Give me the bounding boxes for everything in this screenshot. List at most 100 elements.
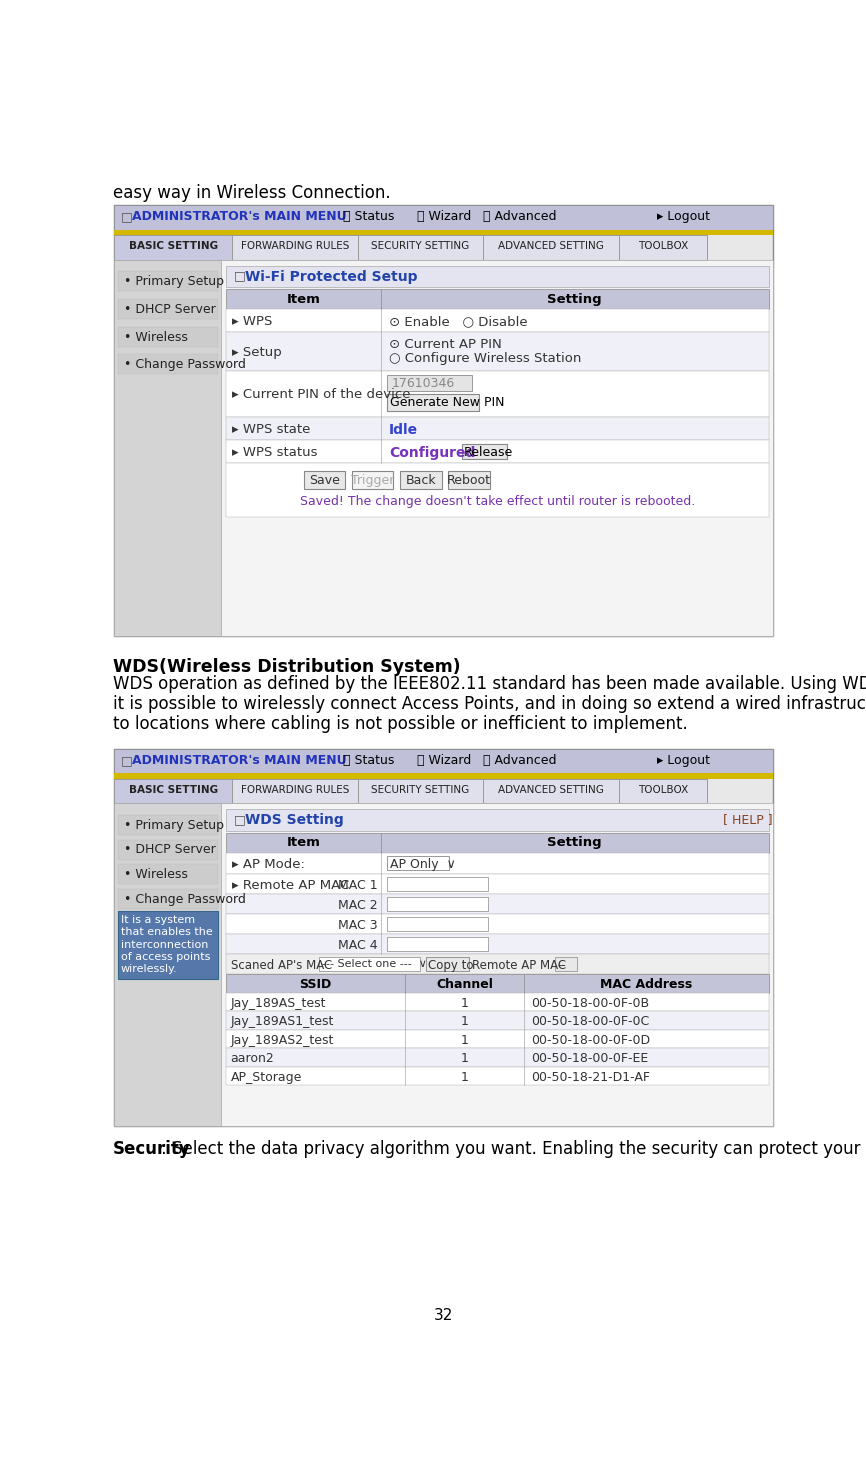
Text: MAC 2: MAC 2 [339,899,378,911]
Bar [114,779,232,803]
Text: 00-50-18-00-0F-0B: 00-50-18-00-0F-0B [531,997,649,1009]
Text: ▸ Current PIN of the device: ▸ Current PIN of the device [232,387,410,401]
Bar [387,917,488,930]
Text: Jay_189AS2_test: Jay_189AS2_test [230,1033,334,1046]
Bar [118,889,218,908]
Bar [226,1067,768,1085]
Bar [114,748,773,1126]
Text: ○ Configure Wireless Station: ○ Configure Wireless Station [389,352,581,365]
Text: 00-50-18-00-0F-EE: 00-50-18-00-0F-EE [531,1052,648,1066]
Text: FORWARDING RULES: FORWARDING RULES [241,785,349,795]
Text: : Select the data privacy algorithm you want. Enabling the security can protect : : Select the data privacy algorithm you … [161,1140,861,1158]
Bar [118,298,218,319]
Bar [483,779,619,803]
Text: Reboot: Reboot [447,473,491,487]
Text: Scaned AP's MAC: Scaned AP's MAC [230,959,332,972]
Bar [226,809,768,831]
Text: BASIC SETTING: BASIC SETTING [129,242,218,251]
Text: • Wireless: • Wireless [124,331,188,343]
Bar [448,470,489,490]
Text: TOOLBOX: TOOLBOX [638,242,688,251]
Text: Security: Security [113,1140,191,1158]
Bar [232,234,358,260]
Text: Saved! The change doesn't take effect until router is rebooted.: Saved! The change doesn't take effect un… [300,496,695,509]
Text: ▸ Remote AP MAC: ▸ Remote AP MAC [232,879,350,892]
Bar [555,957,577,971]
Text: Item: Item [287,292,320,306]
Text: Jay_189AS_test: Jay_189AS_test [230,997,326,1009]
Text: 🏠 Status: 🏠 Status [343,211,394,224]
Text: 00-50-18-00-0F-0D: 00-50-18-00-0F-0D [531,1033,650,1046]
Text: 🔑 Advanced: 🔑 Advanced [482,211,556,224]
Text: • DHCP Server: • DHCP Server [124,303,216,316]
Bar [387,898,488,911]
Text: Channel: Channel [436,978,494,991]
Text: 17610346: 17610346 [392,377,456,390]
Text: MAC 4: MAC 4 [339,939,378,951]
Bar [118,840,218,859]
Bar [358,234,483,260]
Text: Idle: Idle [389,423,418,436]
Text: 00-50-18-00-0F-0C: 00-50-18-00-0F-0C [531,1015,649,1028]
Bar [358,779,483,803]
Bar [226,833,768,853]
Bar [387,393,479,411]
Text: 🏠 Status: 🏠 Status [343,754,394,767]
Text: SSID: SSID [299,978,332,991]
Text: aaron2: aaron2 [230,1052,275,1066]
Bar [114,260,222,637]
Bar [483,234,619,260]
Bar [118,355,218,374]
Text: 1: 1 [461,1033,469,1046]
Bar [114,205,773,230]
Text: FORWARDING RULES: FORWARDING RULES [241,242,349,251]
Bar [387,938,488,951]
Text: ▸ WPS state: ▸ WPS state [232,423,311,436]
Bar [114,205,773,637]
Bar [226,853,768,874]
Bar [232,779,358,803]
Bar [222,803,773,1126]
Text: ADVANCED SETTING: ADVANCED SETTING [498,242,604,251]
Bar [118,815,218,835]
Bar [114,773,773,779]
Text: Generate New PIN: Generate New PIN [391,396,505,410]
Text: • Wireless: • Wireless [124,868,188,881]
Text: □: □ [234,813,246,827]
Bar [114,230,773,234]
Bar [226,417,768,439]
Text: that enables the: that enables the [120,928,212,938]
Bar [226,874,768,895]
Text: □: □ [120,211,132,224]
Bar [619,779,708,803]
Text: [ HELP ]: [ HELP ] [723,813,772,827]
Text: of access points: of access points [120,951,210,962]
Text: BASIC SETTING: BASIC SETTING [129,785,218,795]
Text: • Primary Setup: • Primary Setup [124,275,223,288]
Bar [319,957,420,971]
Bar [226,332,768,371]
Bar [226,1030,768,1048]
Bar [118,326,218,347]
Bar [226,1048,768,1067]
Bar [114,803,222,1126]
Text: ▸ AP Mode:: ▸ AP Mode: [232,858,305,871]
Text: ▸ WPS status: ▸ WPS status [232,447,318,459]
Text: • Primary Setup: • Primary Setup [124,819,223,831]
Text: AP_Storage: AP_Storage [230,1070,302,1083]
Text: it is possible to wirelessly connect Access Points, and in doing so extend a wir: it is possible to wirelessly connect Acc… [113,695,866,712]
Text: --- Select one ---  ∨: --- Select one --- ∨ [322,959,427,969]
Bar [226,895,768,914]
Bar [226,371,768,417]
Bar [226,954,768,975]
Text: SECURITY SETTING: SECURITY SETTING [372,785,469,795]
Text: 1: 1 [461,1070,469,1083]
Text: MAC Address: MAC Address [600,978,692,991]
Text: Item: Item [287,837,320,849]
Text: Trigger: Trigger [351,473,394,487]
Text: to locations where cabling is not possible or inefficient to implement.: to locations where cabling is not possib… [113,715,688,733]
Text: Wi-Fi Protected Setup: Wi-Fi Protected Setup [245,270,417,283]
Text: Back: Back [405,473,436,487]
Text: Setting: Setting [547,837,602,849]
Text: Save: Save [309,473,340,487]
